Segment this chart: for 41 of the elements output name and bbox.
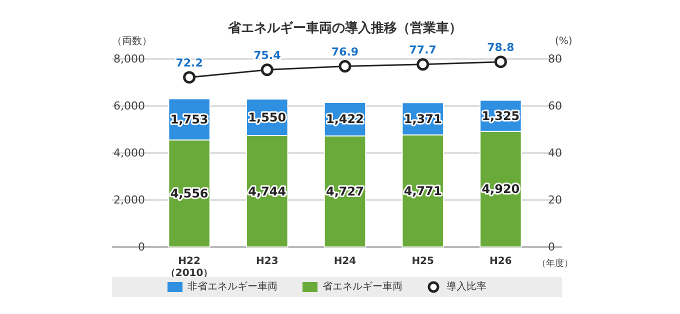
- data-label: 1,325: [482, 108, 520, 123]
- y-axis-title: （両数）: [112, 36, 152, 47]
- legend-label: 導入比率: [446, 280, 486, 292]
- y2-axis-title: (%): [555, 36, 572, 47]
- y2-tick-label: 80: [548, 52, 562, 66]
- data-label: 4,920: [482, 182, 520, 196]
- point: [494, 56, 507, 68]
- data-label: 4,727: [326, 184, 364, 198]
- y2-tick-label: 0: [548, 240, 555, 254]
- data-label: 72.2: [176, 56, 203, 70]
- data-label: 78.8: [487, 40, 514, 54]
- data-label: 4,556: [170, 186, 208, 200]
- legend-label: 省エネルギー車両: [322, 280, 402, 292]
- data-label: 76.9: [331, 45, 359, 58]
- point: [416, 58, 430, 71]
- y2-tick-label: 40: [548, 146, 562, 160]
- y-tick-label: 8,000: [114, 52, 145, 66]
- y-tick-label: 0: [138, 240, 145, 254]
- data-label: 1,753: [170, 112, 208, 126]
- x-tick-label: H26: [490, 256, 512, 267]
- data-label: 1,371: [404, 112, 442, 126]
- data-label: 77.7: [409, 43, 436, 56]
- y2-tick-label: 20: [548, 194, 562, 206]
- data-label: 4,771: [404, 184, 442, 198]
- legend-label: 非省エネルギー車両: [188, 280, 278, 292]
- x-tick-label: H24: [334, 256, 356, 267]
- y-tick-label: 6,000: [114, 100, 145, 112]
- point: [260, 64, 274, 76]
- y-tick-label: 4,000: [114, 146, 145, 160]
- point: [338, 60, 352, 73]
- data-label: 4,744: [248, 184, 286, 198]
- y2-tick-label: 60: [548, 100, 562, 112]
- x-tick-label: H23: [256, 256, 278, 267]
- x-axis-title: （年度）: [537, 258, 573, 269]
- chart-title: 省エネルギー車両の導入推移（営業車）: [227, 20, 462, 36]
- x-tick-label: H25: [412, 256, 434, 267]
- y-tick-label: 2,000: [114, 194, 145, 206]
- data-label: 1,550: [248, 110, 286, 124]
- data-label: 1,422: [326, 112, 364, 126]
- data-label: 75.4: [254, 48, 282, 62]
- point: [183, 71, 196, 84]
